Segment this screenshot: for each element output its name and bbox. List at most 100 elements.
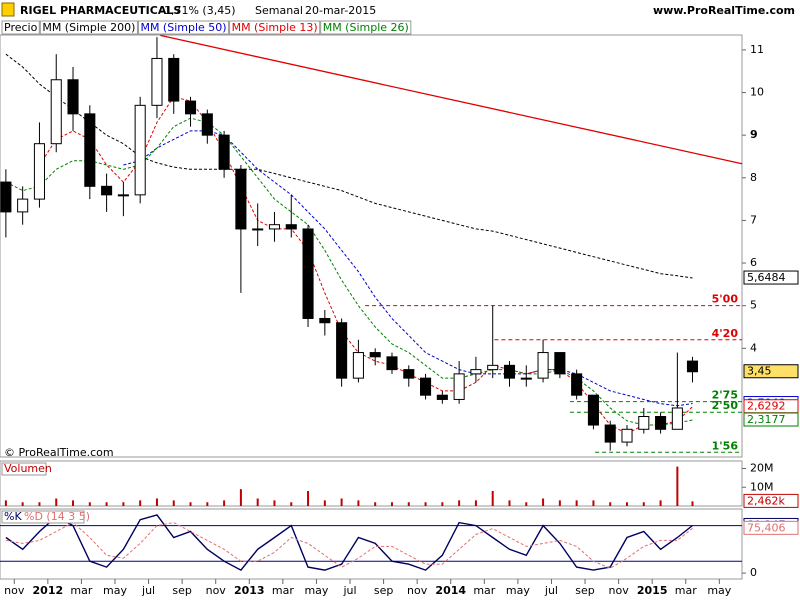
candle-body	[201, 113, 213, 136]
y-tick-label: 10M	[750, 480, 774, 493]
last-stoch-box	[743, 520, 799, 535]
candle-body	[686, 360, 699, 373]
candle-body	[185, 100, 197, 115]
x-tick-label: nov	[609, 584, 630, 597]
volume-bar	[357, 500, 360, 506]
volume-bar	[592, 500, 595, 506]
x-tick-label: 2014	[435, 584, 466, 597]
volume-bar	[273, 500, 276, 506]
last-value: 2,3177	[747, 413, 786, 426]
x-tick-label: mar	[272, 584, 294, 597]
volume-bar	[155, 498, 158, 506]
y-tick-label: 20M	[750, 462, 774, 475]
candle-body	[67, 79, 79, 115]
last-price: 3,45	[747, 365, 772, 378]
volume-bar	[4, 500, 7, 506]
stoch-line	[5, 521, 693, 569]
last-volume-box	[743, 493, 799, 508]
trendline	[160, 34, 743, 165]
volume-bar	[256, 498, 259, 506]
legend-box	[320, 20, 412, 35]
volume-label: Volumen	[4, 462, 52, 475]
x-tick-label: mar	[473, 584, 495, 597]
candle-body	[386, 356, 398, 371]
candle-body	[101, 185, 113, 196]
volume-bar	[659, 500, 662, 506]
candle-body	[470, 369, 482, 375]
volume-frame	[0, 460, 743, 507]
copyright: © ProRealTime.com	[4, 446, 114, 459]
x-tick-label: may	[506, 584, 530, 597]
x-tick-label: nov	[407, 584, 428, 597]
last-value-box	[743, 412, 799, 427]
candle-body	[84, 113, 96, 187]
level-label: 2'50	[712, 399, 739, 412]
volume-bar	[626, 502, 629, 506]
candle-body	[252, 228, 264, 231]
legend-box	[1, 20, 40, 35]
y-tick-label: 9	[750, 128, 758, 141]
volume-bar	[72, 500, 75, 506]
volume-bar	[407, 502, 410, 506]
legend-box	[229, 20, 321, 35]
last-volume: 2,462k	[747, 494, 785, 507]
legend-box	[39, 20, 138, 35]
volume-bar	[542, 498, 545, 506]
candle-body	[168, 57, 180, 102]
candle-body	[285, 224, 297, 230]
volume-bar	[189, 502, 192, 506]
period: Semanal	[255, 4, 303, 17]
y-tick-label: 11	[750, 43, 764, 56]
volume-bar	[223, 500, 226, 506]
last-price-box	[743, 364, 799, 379]
moving-average	[39, 96, 693, 435]
legend-label: MM (Simple 200)	[42, 21, 135, 34]
candle-body	[17, 198, 29, 213]
x-tick-label: sep	[374, 584, 393, 597]
volume-bar	[575, 500, 578, 506]
candle-body	[151, 57, 163, 106]
volume-bar	[609, 502, 612, 506]
volume-bar	[424, 502, 427, 506]
volume-bar	[525, 502, 528, 506]
candle-body	[621, 428, 633, 443]
volume-bar	[105, 502, 108, 506]
price-frame	[0, 34, 743, 458]
last-value: 2,6292	[747, 400, 786, 413]
x-tick-label: 2015	[637, 584, 668, 597]
candle-body	[420, 377, 432, 396]
legend-box	[1, 462, 47, 476]
x-tick-label: sep	[172, 584, 191, 597]
x-tick-label: may	[707, 584, 731, 597]
chart-title: RIGEL PHARMACEUTICALS	[20, 4, 181, 17]
last-value-box	[743, 270, 799, 285]
stoch-line	[5, 514, 693, 571]
volume-bar	[122, 502, 125, 506]
x-tick-label: jul	[141, 584, 155, 597]
volume-bar	[691, 501, 694, 506]
volume-bar	[206, 502, 209, 506]
candle-body	[571, 373, 583, 396]
volume-bar	[676, 466, 679, 506]
y-tick-label: 7	[750, 213, 757, 226]
y-tick-label: 4	[750, 341, 757, 354]
y-tick-label: 5	[750, 299, 757, 312]
x-tick-label: mar	[70, 584, 92, 597]
volume-bar	[390, 502, 393, 506]
volume-bar	[508, 500, 511, 506]
volume-bar	[21, 502, 24, 506]
moving-average	[5, 53, 693, 279]
y-tick-label: 0	[750, 566, 757, 579]
volume-bar	[38, 502, 41, 506]
candle-body	[403, 369, 415, 379]
x-tick-label: mar	[675, 584, 697, 597]
x-tick-label: jul	[342, 584, 356, 597]
volume-bar	[239, 489, 242, 506]
volume-bar	[55, 498, 58, 506]
legend-box	[137, 20, 230, 35]
volume-bar	[88, 502, 91, 506]
candle-body	[554, 352, 566, 375]
legend-label: Precio	[4, 21, 38, 34]
legend-label: MM (Simple 26)	[323, 21, 409, 34]
candle-body	[319, 317, 331, 324]
